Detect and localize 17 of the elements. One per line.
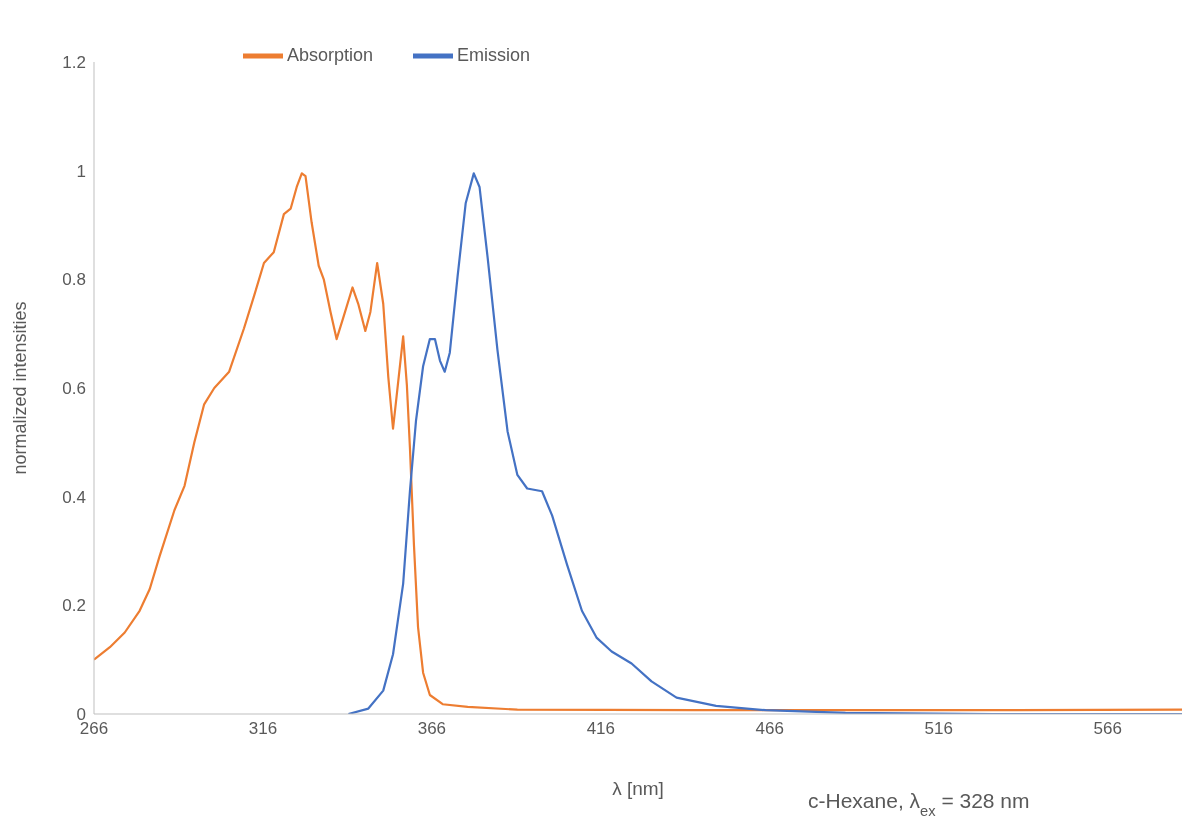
x-tick-label: 316 — [248, 719, 278, 739]
y-tick-label: 0.2 — [62, 596, 86, 616]
legend-label: Emission — [457, 44, 531, 65]
y-tick-label: 1 — [76, 161, 86, 181]
x-tick-label: 366 — [417, 719, 447, 739]
y-tick-label: 0.6 — [62, 379, 86, 399]
x-tick-label: 516 — [924, 719, 953, 739]
x-tick-label: 416 — [586, 719, 616, 739]
text: c-Hexane, λ$_{ex}$ = 328 nm — [808, 789, 1030, 819]
x-tick-label: 566 — [1093, 719, 1122, 739]
y-tick-label: 1.2 — [62, 53, 86, 73]
legend-label: Absorption — [287, 44, 374, 65]
y-axis-title: normalized intensities — [10, 301, 31, 475]
y-tick-label: 0.8 — [62, 270, 86, 290]
x-tick-label: 466 — [755, 719, 784, 739]
y-tick-label: 0.4 — [62, 487, 86, 507]
x-axis-title: λ [nm] — [612, 778, 664, 800]
